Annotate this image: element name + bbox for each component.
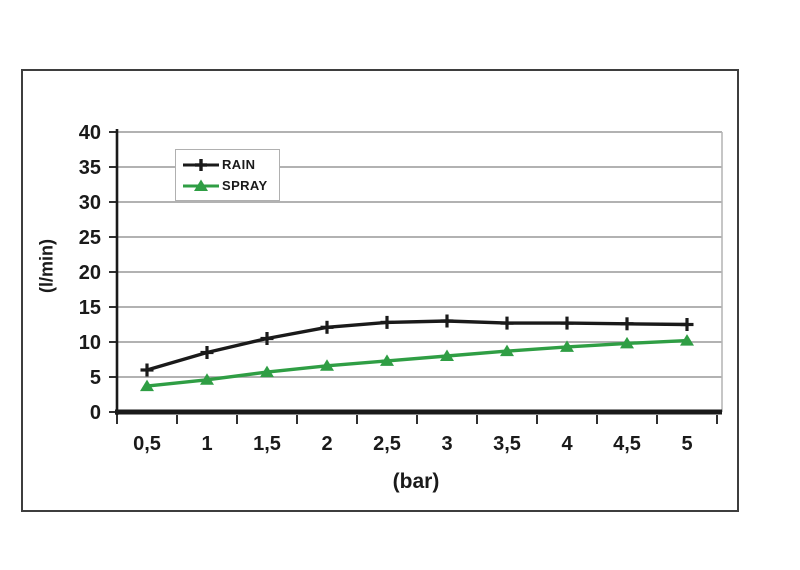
y-tick-label: 35: [79, 157, 101, 179]
spray-marker: [200, 373, 214, 385]
y-tick-label: 15: [79, 297, 101, 319]
spray-marker: [260, 365, 274, 378]
chart-frame: [21, 69, 739, 512]
x-tick-label: 1: [201, 433, 212, 455]
spray-marker: [620, 336, 634, 349]
legend: RAIN SPRAY: [175, 149, 280, 201]
x-tick-label: 3,5: [493, 433, 521, 455]
y-tick-label: 0: [90, 402, 101, 424]
spray-marker: [440, 349, 454, 361]
y-tick-label: 10: [79, 332, 101, 354]
spray-marker: [680, 334, 694, 346]
spray-line-sample-icon: [183, 179, 219, 191]
spray-marker: [500, 344, 514, 357]
x-tick-label: 2,5: [373, 433, 401, 455]
spray-marker: [140, 379, 154, 392]
x-tick-label: 4: [561, 433, 573, 455]
legend-label-spray: SPRAY: [222, 178, 268, 193]
y-tick-label: 5: [90, 367, 101, 389]
legend-item-spray: SPRAY: [182, 177, 279, 194]
x-axis-title: (bar): [392, 470, 440, 493]
y-axis-title: (l/min): [36, 239, 57, 293]
y-tick-label: 40: [79, 122, 101, 144]
spray-marker: [380, 354, 394, 366]
legend-item-rain: RAIN: [182, 156, 279, 173]
y-tick-label: 20: [79, 262, 101, 284]
x-tick-label: 3: [441, 433, 452, 455]
x-tick-label: 5: [681, 433, 692, 455]
spray-marker: [560, 340, 574, 352]
x-tick-label: 1,5: [253, 433, 281, 455]
rain-line-sample-icon: [183, 158, 219, 171]
spray-marker: [320, 359, 334, 371]
y-tick-label: 30: [79, 192, 101, 214]
x-tick-label: 4,5: [613, 433, 641, 455]
rain-line: [145, 319, 689, 372]
y-tick-label: 25: [79, 227, 101, 249]
legend-label-rain: RAIN: [222, 157, 256, 172]
x-tick-label: 0,5: [133, 433, 161, 455]
spray-line: [145, 338, 689, 388]
x-tick-label: 2: [321, 433, 332, 455]
